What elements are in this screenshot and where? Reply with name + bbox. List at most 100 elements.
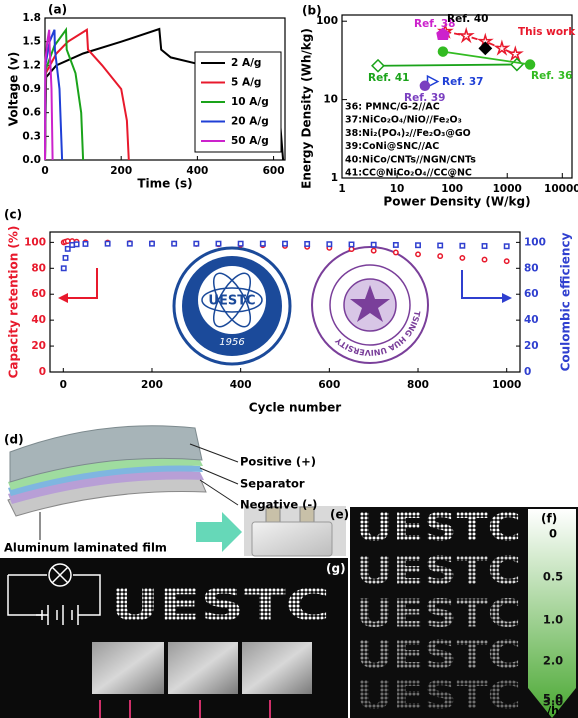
y-tick-label: 60 bbox=[31, 288, 46, 300]
x-tick-label: 1000 bbox=[493, 183, 522, 195]
x-axis-label: Time (s) bbox=[137, 177, 192, 191]
marker bbox=[478, 41, 493, 56]
y-tick-label: 0.9 bbox=[22, 83, 41, 95]
x-tick-label: 1000 bbox=[492, 379, 521, 391]
x-axis-label: Power Density (W/kg) bbox=[383, 195, 530, 209]
led-text: UESTC bbox=[110, 580, 330, 631]
marker bbox=[437, 253, 444, 260]
marker bbox=[459, 242, 466, 249]
led-text: UESTC bbox=[356, 549, 521, 593]
marker bbox=[437, 242, 444, 249]
marker bbox=[370, 241, 377, 248]
x-tick-label: 0 bbox=[41, 165, 48, 177]
time-label: 2.0 bbox=[543, 654, 563, 668]
marker bbox=[304, 240, 311, 247]
x-tick-label: 400 bbox=[186, 165, 208, 177]
marker bbox=[215, 240, 222, 247]
ref-legend: 41:CC@NiCo₂O₄//CC@NC bbox=[345, 168, 472, 179]
y-tick-label: 1.2 bbox=[22, 59, 41, 71]
time-label: 5.0 bbox=[543, 692, 563, 706]
arrow-head bbox=[58, 293, 68, 303]
x-tick-label: 10 bbox=[390, 183, 405, 195]
marker bbox=[481, 243, 488, 249]
y-tick-label: 80 bbox=[31, 262, 46, 274]
marker bbox=[348, 246, 355, 253]
layer-stack bbox=[7, 425, 239, 540]
marker bbox=[437, 46, 449, 57]
y2-tick-label: 80 bbox=[524, 262, 539, 274]
circuit bbox=[7, 563, 101, 625]
marker bbox=[457, 26, 475, 44]
y2-tick-label: 0 bbox=[524, 366, 531, 378]
marker bbox=[459, 254, 466, 261]
legend-label: 50 A/g bbox=[231, 135, 269, 147]
plot-frame bbox=[341, 14, 573, 179]
marker bbox=[171, 240, 178, 247]
panel-label: (a) bbox=[48, 3, 67, 17]
marker bbox=[82, 240, 89, 247]
layer-label: Negative (-) bbox=[240, 498, 317, 512]
arrow bbox=[461, 270, 506, 299]
uestc-logo-text: UESTC bbox=[208, 294, 255, 309]
layer-label: Positive (+) bbox=[240, 455, 316, 469]
series-label: Ref. 38 bbox=[414, 18, 455, 30]
y-tick-label: 20 bbox=[31, 340, 46, 352]
panel-label: (f) bbox=[541, 512, 557, 526]
line-series bbox=[44, 26, 85, 161]
arrow bbox=[64, 268, 98, 299]
y-axis-label: Voltage (v) bbox=[7, 52, 21, 127]
marker bbox=[348, 241, 355, 248]
pouch-cells bbox=[92, 642, 312, 718]
plot-frame bbox=[49, 231, 521, 373]
panel-label: (d) bbox=[4, 433, 24, 447]
x-tick-label: 100 bbox=[441, 183, 463, 195]
x-tick-label: 1 bbox=[338, 183, 345, 195]
marker bbox=[62, 254, 69, 261]
led-text: UESTC bbox=[356, 506, 521, 550]
marker bbox=[481, 256, 488, 263]
pouch-photo bbox=[244, 506, 346, 557]
y2-tick-label: 100 bbox=[524, 236, 546, 248]
time-label: 0 bbox=[549, 527, 557, 541]
line-series bbox=[44, 29, 54, 161]
uestc-logo-year: 1956 bbox=[219, 337, 244, 348]
film-label: Aluminum laminated film bbox=[4, 541, 167, 555]
x-tick-label: 400 bbox=[230, 379, 252, 391]
series-label: This work bbox=[518, 26, 576, 38]
x-tick-label: 10000 bbox=[544, 183, 578, 195]
marker bbox=[493, 39, 511, 56]
marker bbox=[506, 45, 524, 62]
marker bbox=[371, 58, 385, 73]
legend-label: 2 A/g bbox=[231, 57, 261, 69]
y-tick-label: 0 bbox=[39, 366, 46, 378]
marker bbox=[370, 247, 377, 254]
time-arrow bbox=[528, 509, 576, 718]
marker bbox=[237, 240, 244, 247]
marker bbox=[193, 240, 200, 247]
line-series bbox=[442, 50, 531, 66]
marker bbox=[104, 240, 111, 247]
tsinghua-logo: TSING HUA UNIVERSITY bbox=[311, 246, 429, 364]
marker bbox=[149, 240, 155, 247]
time-label: 0.5 bbox=[543, 570, 563, 584]
y-axis-label: Capacity retention (%) bbox=[7, 226, 21, 379]
marker bbox=[60, 265, 67, 272]
y2-axis-label: Coulombic efficiency bbox=[559, 232, 573, 371]
panel-label: (e) bbox=[330, 508, 349, 522]
panel-label: (c) bbox=[4, 208, 22, 222]
ref-legend: 37:NiCo₂O₄/NiO//Fe₂O₃ bbox=[345, 115, 462, 126]
marker bbox=[392, 249, 399, 256]
marker bbox=[415, 251, 421, 258]
legend-label: 5 A/g bbox=[231, 77, 261, 89]
arrow-head bbox=[502, 293, 512, 303]
led-text: UESTC bbox=[356, 592, 521, 636]
led-text: UESTC bbox=[356, 674, 521, 718]
marker bbox=[64, 245, 71, 252]
legend-label: 10 A/g bbox=[231, 96, 269, 108]
y-tick-label: 10 bbox=[323, 94, 338, 106]
panel-label: (g) bbox=[326, 562, 346, 576]
legend-label: 20 A/g bbox=[231, 116, 269, 128]
flow-arrow bbox=[196, 512, 242, 552]
marker bbox=[415, 242, 421, 249]
